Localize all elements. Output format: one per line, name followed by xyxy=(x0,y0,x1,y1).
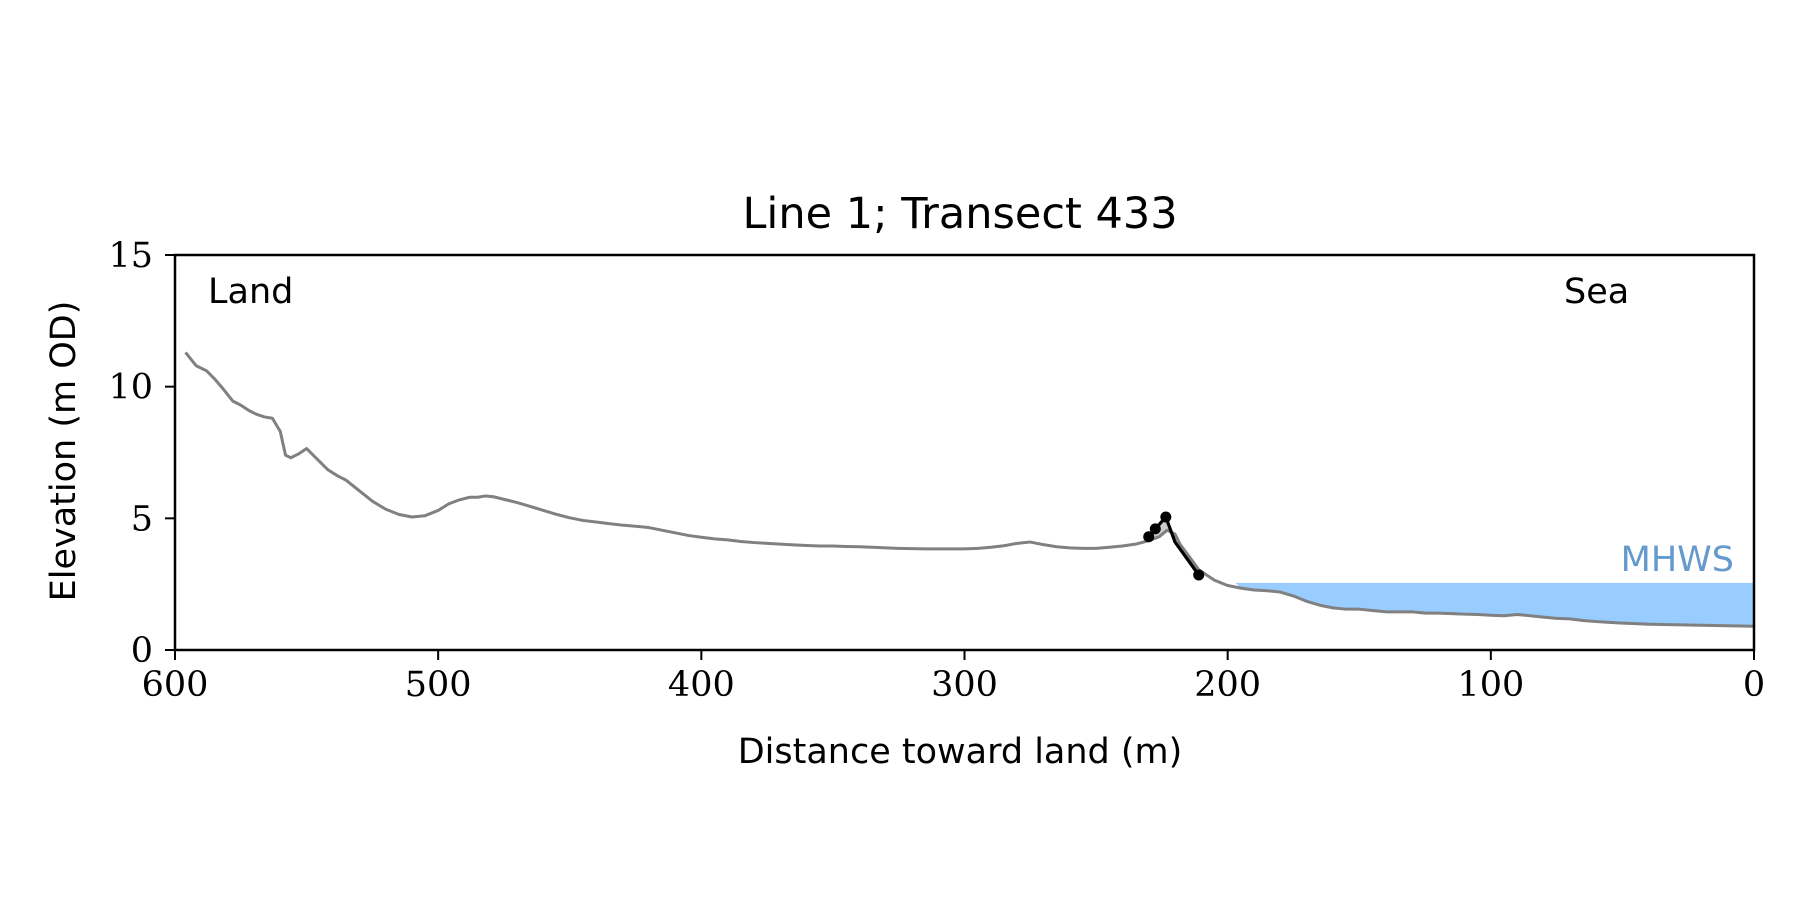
profile-line xyxy=(184,351,1755,628)
x-tick-label: 500 xyxy=(405,665,472,705)
feature-marker xyxy=(1160,511,1172,523)
x-tick-label: 0 xyxy=(1743,665,1765,705)
feature-marker xyxy=(1149,523,1161,535)
feature-marker xyxy=(1143,531,1155,543)
plot-layer: MHWS xyxy=(184,351,1755,628)
feature-shaded-area xyxy=(1148,517,1199,575)
x-axis-label: Distance toward land (m) xyxy=(738,732,1183,772)
chart-title: Line 1; Transect 433 xyxy=(742,189,1177,239)
y-tick-label: 10 xyxy=(108,368,153,408)
sea-annotation: Sea xyxy=(1564,272,1629,312)
y-tick-label: 0 xyxy=(131,631,153,671)
land-annotation: Land xyxy=(208,272,293,312)
axes-layer: 600 500 400 300 200 100 0 0 5 10 15 xyxy=(108,236,1765,705)
x-tick-label: 600 xyxy=(142,665,209,705)
y-tick-label: 5 xyxy=(131,499,153,539)
x-tick-label: 200 xyxy=(1194,665,1261,705)
y-tick-label: 15 xyxy=(108,236,153,276)
feature-marker xyxy=(1193,569,1205,581)
x-tick-label: 400 xyxy=(668,665,735,705)
x-tick-label: 300 xyxy=(931,665,998,705)
mhws-label: MHWS xyxy=(1621,540,1734,580)
x-tick-label: 100 xyxy=(1457,665,1524,705)
y-axis-label: Elevation (m OD) xyxy=(44,301,84,602)
mhws-water-area xyxy=(1235,582,1754,627)
